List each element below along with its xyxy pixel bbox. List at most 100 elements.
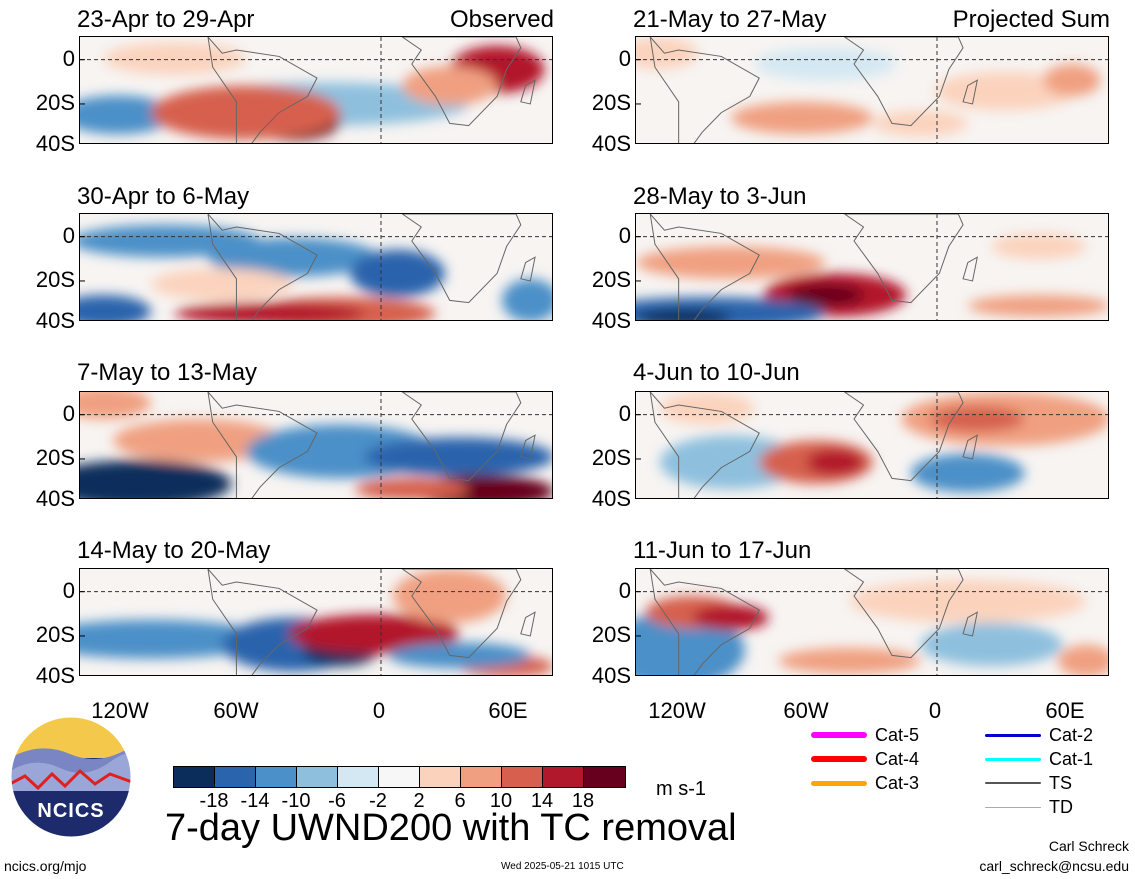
colorbar-label: -18 — [199, 790, 229, 812]
footer-timestamp: Wed 2025-05-21 1015 UTC — [501, 861, 624, 872]
africa-coast — [401, 214, 522, 304]
footer-author: Carl Schreck — [1048, 838, 1129, 854]
colorbar-swatch — [420, 767, 461, 787]
anomaly-blob — [207, 237, 379, 277]
main-title: 7-day UWND200 with TC removal — [165, 807, 737, 849]
legend-label-cat-4: Cat-4 — [875, 749, 920, 769]
colorbar-label: 18 — [571, 790, 595, 812]
anomaly-blob — [80, 295, 152, 320]
madagascar-coast — [520, 434, 536, 460]
south-america-coast — [649, 214, 760, 320]
map-panel — [635, 391, 1109, 499]
colorbar-label: 14 — [530, 790, 554, 812]
anomaly-blob — [80, 460, 232, 498]
map-panel — [635, 36, 1109, 144]
colorbar-label: 10 — [489, 790, 513, 812]
panel-tag: Projected Sum — [952, 6, 1110, 33]
anomaly-blob — [288, 614, 460, 654]
colorbar-swatch — [338, 767, 379, 787]
map-panel — [635, 568, 1109, 676]
colorbar-swatch — [297, 767, 338, 787]
map-panel — [79, 391, 553, 499]
colorbar-swatch — [379, 767, 420, 787]
colorbar-swatch — [256, 767, 297, 787]
y-tick-label: 20S — [35, 89, 75, 115]
anomaly-blob — [501, 278, 552, 320]
anomaly-blob — [967, 295, 1108, 317]
south-america-coast — [207, 37, 318, 143]
legend-line-td — [985, 806, 1041, 808]
map-panel — [79, 36, 553, 144]
anomaly-blob — [80, 619, 270, 659]
colorbar-label: -6 — [328, 790, 346, 812]
y-tick-label: 20S — [591, 444, 631, 470]
anomaly-blob — [991, 233, 1087, 260]
y-tick-label: 0 — [618, 577, 631, 603]
anomaly-blob — [1057, 644, 1108, 675]
south-america-coast — [649, 569, 760, 675]
y-tick-label: 20S — [35, 266, 75, 292]
anomaly-blob — [80, 224, 261, 258]
south-america-coast — [649, 392, 760, 498]
y-tick-label: 20S — [35, 444, 75, 470]
anomaly-blob — [80, 392, 152, 419]
anomaly-blob — [806, 449, 864, 476]
y-tick-label: 0 — [62, 222, 75, 248]
legend-label-td: TD — [1049, 797, 1073, 817]
madagascar-coast — [520, 79, 536, 105]
legend-line-cat-1 — [985, 757, 1041, 761]
africa-coast — [843, 392, 964, 482]
africa-coast — [843, 37, 964, 127]
anomaly-blob — [659, 392, 755, 425]
colorbar — [173, 766, 626, 788]
x-tick-label: 60W — [783, 698, 829, 723]
panel-title: 28-May to 3-Jun — [633, 183, 807, 210]
colorbar-swatch — [215, 767, 256, 787]
panel-tag: Observed — [449, 6, 554, 33]
x-tick-label: 120W — [91, 698, 149, 723]
y-tick-label: 40S — [591, 131, 631, 156]
africa-coast — [401, 569, 522, 659]
panel-title: 4-Jun to 10-Jun — [633, 359, 800, 386]
legend-line-cat-5 — [811, 732, 867, 738]
madagascar-coast — [962, 79, 978, 105]
madagascar-coast — [962, 434, 978, 460]
legend-line-ts — [985, 782, 1041, 784]
anomaly-blob — [929, 406, 1025, 432]
anomaly-blob — [934, 71, 1077, 111]
colorbar-label: -2 — [369, 790, 387, 812]
anomaly-blob — [402, 66, 498, 106]
y-tick-label: 20S — [591, 266, 631, 292]
y-tick-label: 40S — [591, 308, 631, 333]
y-tick-label: 20S — [591, 89, 631, 115]
y-tick-label: 0 — [62, 400, 75, 426]
y-tick-label: 40S — [35, 131, 75, 156]
anomaly-blob — [754, 47, 897, 81]
legend-label-cat-3: Cat-3 — [875, 773, 920, 793]
y-tick-label: 40S — [591, 663, 631, 688]
colorbar-swatch — [461, 767, 502, 787]
anomaly-blob — [113, 419, 284, 463]
panel-title: 14-May to 20-May — [77, 537, 271, 564]
colorbar-label: 6 — [454, 790, 466, 812]
map-panel — [79, 568, 553, 676]
map-panel — [635, 213, 1109, 321]
anomaly-blob — [778, 647, 921, 674]
anomaly-blob — [151, 85, 341, 140]
anomaly-blob — [174, 302, 365, 320]
africa-coast — [401, 37, 522, 127]
y-tick-label: 40S — [35, 486, 75, 511]
anomaly-blob — [80, 95, 175, 135]
anomaly-blob — [388, 642, 531, 669]
africa-coast — [843, 214, 964, 304]
anomaly-blob — [910, 453, 1025, 493]
anomaly-blob — [636, 246, 826, 279]
x-tick-label: 0 — [928, 698, 942, 723]
colorbar-label: -14 — [240, 790, 270, 812]
south-america-coast — [207, 392, 318, 498]
anomaly-blob — [350, 249, 445, 298]
y-tick-label: 0 — [62, 45, 75, 71]
south-america-coast — [207, 569, 318, 675]
y-tick-label: 40S — [591, 486, 631, 511]
anomaly-blob — [920, 623, 1063, 667]
